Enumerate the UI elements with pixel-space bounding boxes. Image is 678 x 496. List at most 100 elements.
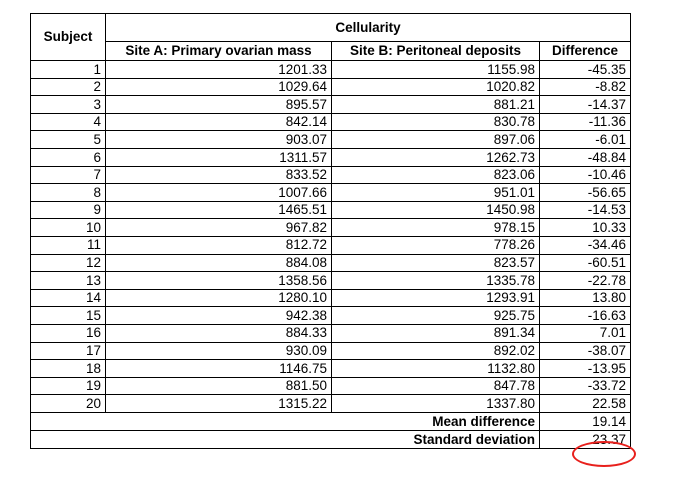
site-a-cell: 1146.75 xyxy=(105,359,332,378)
site-b-cell: 1337.80 xyxy=(331,394,540,413)
table-row: 15 942.38 925.75 -16.63 xyxy=(30,306,631,325)
difference-cell: -34.46 xyxy=(539,235,631,255)
difference-cell: 13.80 xyxy=(539,288,631,308)
difference-cell: -6.01 xyxy=(539,130,631,149)
site-a-cell: 895.57 xyxy=(105,95,332,114)
cellularity-table-container: Subject Cellularity Site A: Primary ovar… xyxy=(30,13,631,449)
difference-cell: 22.58 xyxy=(539,394,631,413)
site-a-cell: 881.50 xyxy=(105,376,332,396)
site-b-cell: 1293.91 xyxy=(331,288,540,308)
site-a-cell: 812.72 xyxy=(105,235,332,255)
difference-cell: -14.53 xyxy=(539,200,631,220)
subject-cell: 15 xyxy=(30,306,106,325)
table-row: 14 1280.10 1293.91 13.80 xyxy=(30,288,631,308)
table-row: 3 895.57 881.21 -14.37 xyxy=(30,95,631,114)
subject-cell: 13 xyxy=(30,271,106,290)
site-b-cell: 830.78 xyxy=(331,112,540,132)
site-a-cell: 842.14 xyxy=(105,112,332,132)
site-b-cell: 847.78 xyxy=(331,376,540,396)
table-row: 20 1315.22 1337.80 22.58 xyxy=(30,394,631,413)
site-b-cell: 897.06 xyxy=(331,130,540,149)
site-a-cell: 930.09 xyxy=(105,341,332,361)
site-b-cell: 951.01 xyxy=(331,183,540,202)
site-b-cell: 881.21 xyxy=(331,95,540,114)
site-a-cell: 833.52 xyxy=(105,165,332,185)
difference-header: Difference xyxy=(539,41,631,61)
subject-cell: 6 xyxy=(30,147,106,167)
site-b-header: Site B: Peritoneal deposits xyxy=(331,41,540,61)
site-a-cell: 1465.51 xyxy=(105,200,332,220)
subject-cell: 18 xyxy=(30,359,106,378)
site-a-cell: 884.08 xyxy=(105,253,332,273)
standard-deviation-value: 23.37 xyxy=(539,429,631,449)
site-b-cell: 1132.80 xyxy=(331,359,540,378)
subject-header: Subject xyxy=(30,13,106,61)
header-row-columns: Site A: Primary ovarian mass Site B: Per… xyxy=(31,41,631,61)
site-b-cell: 778.26 xyxy=(331,235,540,255)
difference-cell: -8.82 xyxy=(539,77,631,97)
site-a-cell: 1280.10 xyxy=(105,288,332,308)
table-row: 6 1311.57 1262.73 -48.84 xyxy=(30,147,631,167)
difference-cell: -60.51 xyxy=(539,253,631,273)
subject-cell: 2 xyxy=(30,77,106,97)
subject-cell: 1 xyxy=(30,60,106,79)
table-row: 16 884.33 891.34 7.01 xyxy=(30,323,631,343)
subject-cell: 19 xyxy=(30,376,106,396)
standard-deviation-label: Standard deviation xyxy=(30,429,540,449)
difference-cell: -38.07 xyxy=(539,341,631,361)
mean-difference-row: Mean difference 19.14 xyxy=(30,411,631,431)
site-b-cell: 823.57 xyxy=(331,253,540,273)
site-b-cell: 891.34 xyxy=(331,323,540,343)
table-row: 13 1358.56 1335.78 -22.78 xyxy=(30,271,631,290)
site-b-cell: 1262.73 xyxy=(331,147,540,167)
site-b-cell: 1020.82 xyxy=(331,77,540,97)
difference-cell: -22.78 xyxy=(539,271,631,290)
site-a-cell: 967.82 xyxy=(105,218,332,237)
site-a-header: Site A: Primary ovarian mass xyxy=(105,41,332,61)
site-a-cell: 1007.66 xyxy=(105,183,332,202)
table-row: 18 1146.75 1132.80 -13.95 xyxy=(30,359,631,378)
table-row: 12 884.08 823.57 -60.51 xyxy=(30,253,631,273)
subject-cell: 11 xyxy=(30,235,106,255)
difference-cell: -10.46 xyxy=(539,165,631,185)
subject-cell: 14 xyxy=(30,288,106,308)
subject-cell: 4 xyxy=(30,112,106,132)
site-b-cell: 1155.98 xyxy=(331,60,540,79)
site-a-cell: 903.07 xyxy=(105,130,332,149)
standard-deviation-row: Standard deviation 23.37 xyxy=(30,429,631,449)
site-a-cell: 942.38 xyxy=(105,306,332,325)
difference-cell: -16.63 xyxy=(539,306,631,325)
subject-cell: 16 xyxy=(30,323,106,343)
header-row-group: Subject Cellularity xyxy=(30,13,631,61)
difference-cell: 10.33 xyxy=(539,218,631,237)
site-a-cell: 1358.56 xyxy=(105,271,332,290)
site-a-cell: 1029.64 xyxy=(105,77,332,97)
subject-cell: 5 xyxy=(30,130,106,149)
site-b-cell: 892.02 xyxy=(331,341,540,361)
difference-cell: -48.84 xyxy=(539,147,631,167)
table-row: 7 833.52 823.06 -10.46 xyxy=(30,165,631,185)
difference-cell: -13.95 xyxy=(539,359,631,378)
site-a-cell: 1315.22 xyxy=(105,394,332,413)
difference-cell: 7.01 xyxy=(539,323,631,343)
subject-cell: 8 xyxy=(30,183,106,202)
site-a-cell: 884.33 xyxy=(105,323,332,343)
mean-difference-value: 19.14 xyxy=(539,411,631,431)
subject-cell: 7 xyxy=(30,165,106,185)
site-b-cell: 1450.98 xyxy=(331,200,540,220)
table-row: 2 1029.64 1020.82 -8.82 xyxy=(30,77,631,97)
table-row: 10 967.82 978.15 10.33 xyxy=(30,218,631,237)
site-b-cell: 925.75 xyxy=(331,306,540,325)
cellularity-group-header: Cellularity xyxy=(105,13,631,42)
difference-cell: -11.36 xyxy=(539,112,631,132)
subject-cell: 20 xyxy=(30,394,106,413)
difference-cell: -45.35 xyxy=(539,60,631,79)
table-row: 17 930.09 892.02 -38.07 xyxy=(30,341,631,361)
table-row: 8 1007.66 951.01 -56.65 xyxy=(30,183,631,202)
site-a-cell: 1311.57 xyxy=(105,147,332,167)
difference-cell: -14.37 xyxy=(539,95,631,114)
subject-cell: 3 xyxy=(30,95,106,114)
table-row: 5 903.07 897.06 -6.01 xyxy=(30,130,631,149)
site-b-cell: 1335.78 xyxy=(331,271,540,290)
subject-cell: 10 xyxy=(30,218,106,237)
